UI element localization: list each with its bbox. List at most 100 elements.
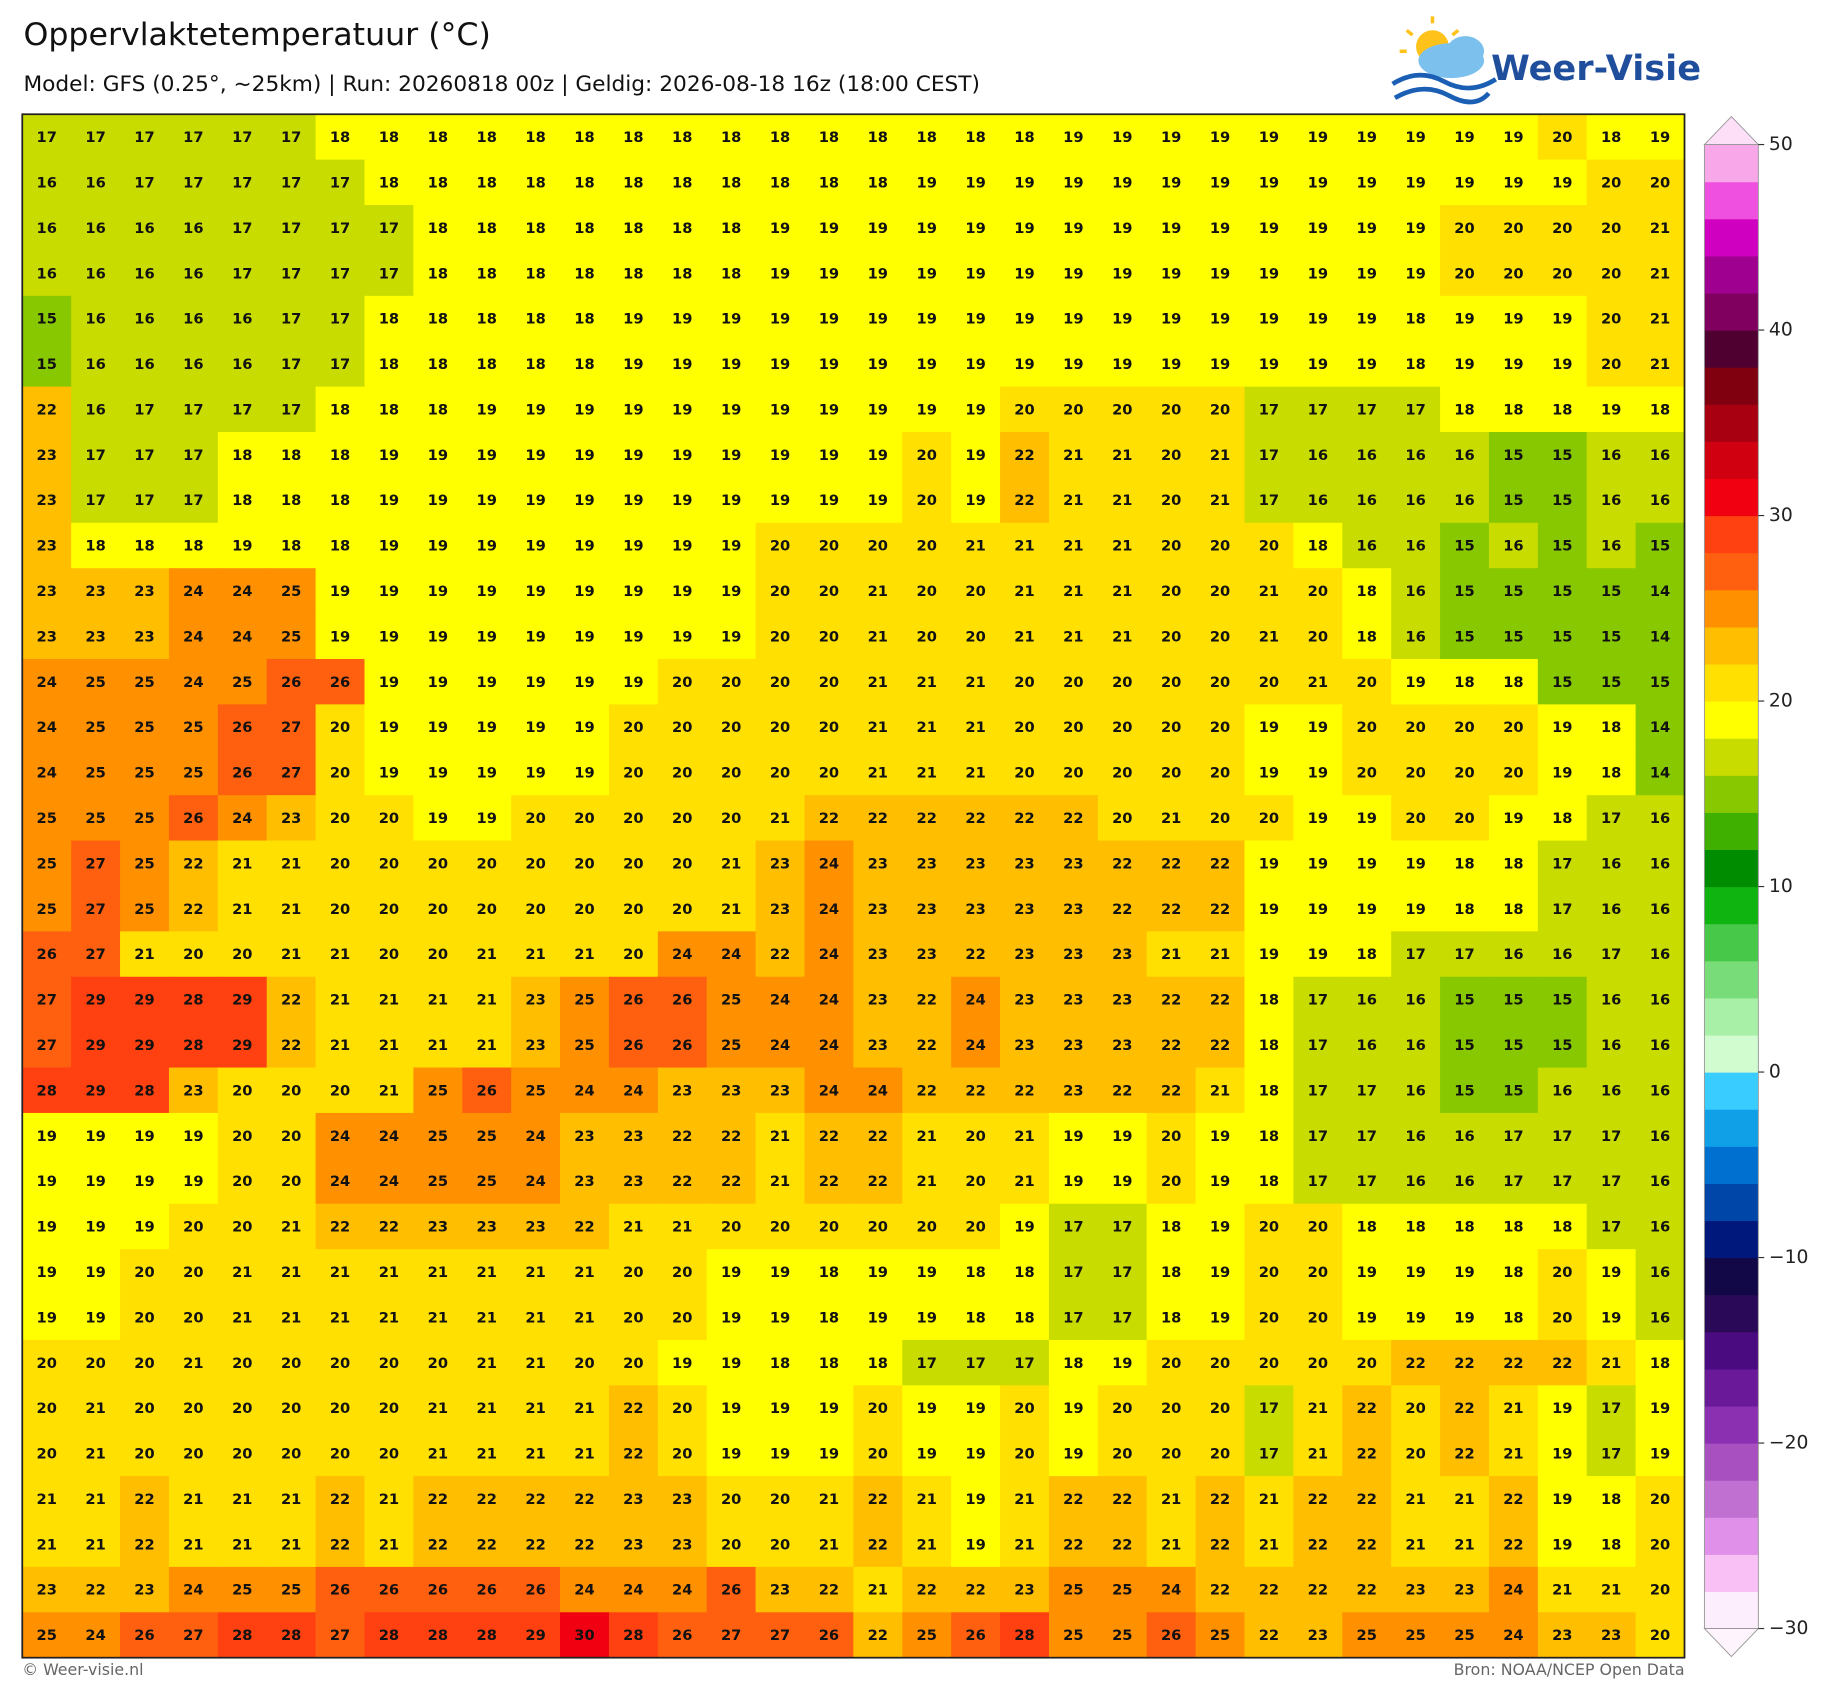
temperature-label: 20 bbox=[965, 583, 985, 600]
temperature-label: 17 bbox=[1308, 1128, 1328, 1145]
temperature-cell bbox=[853, 205, 903, 252]
temperature-cell bbox=[364, 658, 415, 706]
temperature-label: 22 bbox=[1014, 492, 1034, 509]
temperature-cell bbox=[1586, 295, 1637, 342]
temperature-cell bbox=[168, 341, 219, 388]
temperature-label: 22 bbox=[1112, 901, 1132, 918]
temperature-label: 22 bbox=[1454, 1400, 1474, 1417]
temperature-label: 19 bbox=[1454, 311, 1474, 328]
temperature-cell bbox=[1244, 1022, 1295, 1069]
temperature-cell bbox=[560, 1203, 610, 1250]
temperature-cell bbox=[266, 1476, 317, 1523]
temperature-cell bbox=[364, 840, 415, 887]
temperature-label: 22 bbox=[819, 1582, 839, 1599]
temperature-cell bbox=[511, 1612, 561, 1659]
temperature-label: 21 bbox=[525, 1309, 545, 1326]
colorbar-segment bbox=[1704, 552, 1759, 591]
temperature-label: 16 bbox=[1650, 901, 1670, 918]
temperature-label: 20 bbox=[428, 855, 448, 872]
map: 17 17 17 17 17 17 18 18 18 18 18 18 18 18 18 18 18 18 18 18… bbox=[22, 114, 1686, 1659]
temperature-label: 19 bbox=[819, 1446, 839, 1463]
temperature-label: 19 bbox=[770, 1264, 790, 1281]
temperature-cell bbox=[1097, 931, 1148, 978]
temperature-cell bbox=[1146, 931, 1197, 978]
temperature-label: 23 bbox=[1112, 992, 1132, 1009]
temperature-label: 22 bbox=[330, 1491, 350, 1508]
temperature-cell bbox=[902, 1521, 952, 1568]
temperature-cell bbox=[1488, 658, 1539, 706]
temperature-label: 19 bbox=[1063, 1400, 1083, 1417]
temperature-cell bbox=[1537, 159, 1588, 206]
subtitle: Model: GFS (0.25°, ~25km) | Run: 2026081… bbox=[23, 72, 980, 97]
temperature-cell bbox=[511, 114, 561, 161]
temperature-label: 19 bbox=[1454, 1264, 1474, 1281]
temperature-cell bbox=[706, 1203, 757, 1250]
temperature-label: 18 bbox=[428, 311, 448, 328]
temperature-label: 26 bbox=[477, 1082, 497, 1099]
temperature-cell bbox=[1635, 1203, 1686, 1250]
temperature-cell bbox=[217, 1067, 268, 1114]
temperature-label: 20 bbox=[1210, 583, 1230, 600]
temperature-cell bbox=[168, 1022, 219, 1069]
temperature-label: 20 bbox=[672, 1400, 692, 1417]
temperature-label: 17 bbox=[1112, 1219, 1132, 1236]
temperature-cell bbox=[511, 976, 561, 1023]
temperature-label: 21 bbox=[1161, 1491, 1181, 1508]
temperature-label: 24 bbox=[819, 1037, 839, 1054]
temperature-label: 22 bbox=[1405, 1355, 1425, 1372]
temperature-cell bbox=[951, 205, 1001, 252]
temperature-label: 19 bbox=[965, 220, 985, 237]
temperature-cell bbox=[608, 159, 659, 206]
temperature-label: 26 bbox=[37, 946, 57, 963]
temperature-label: 22 bbox=[770, 946, 790, 963]
temperature-label: 23 bbox=[770, 855, 790, 872]
temperature-cell bbox=[560, 477, 610, 524]
temperature-label: 22 bbox=[379, 1219, 399, 1236]
temperature-cell bbox=[168, 159, 219, 206]
temperature-cell bbox=[266, 885, 317, 933]
temperature-cell bbox=[1391, 1249, 1441, 1296]
temperature-cell bbox=[511, 159, 561, 206]
temperature-cell bbox=[1097, 159, 1148, 206]
temperature-label: 20 bbox=[672, 810, 692, 827]
temperature-label: 24 bbox=[183, 628, 203, 645]
temperature-cell bbox=[1293, 341, 1343, 388]
temperature-label: 19 bbox=[1210, 175, 1230, 192]
colorbar-tick-label: −30 bbox=[1769, 1618, 1809, 1639]
temperature-label: 17 bbox=[134, 492, 154, 509]
temperature-label: 25 bbox=[1357, 1627, 1377, 1644]
temperature-label: 15 bbox=[1601, 674, 1621, 691]
temperature-label: 19 bbox=[917, 356, 937, 373]
temperature-cell bbox=[1000, 205, 1050, 252]
temperature-cell bbox=[22, 114, 72, 161]
temperature-label: 18 bbox=[477, 356, 497, 373]
temperature-label: 21 bbox=[232, 901, 252, 918]
temperature-cell bbox=[1195, 341, 1246, 388]
temperature-cell bbox=[853, 1022, 903, 1069]
temperature-cell bbox=[22, 976, 72, 1023]
temperature-cell bbox=[1000, 1566, 1050, 1613]
footer-left: © Weer-visie.nl bbox=[22, 1660, 143, 1679]
temperature-cell bbox=[706, 1022, 757, 1069]
temperature-cell bbox=[608, 1249, 659, 1296]
temperature-label: 20 bbox=[623, 946, 643, 963]
temperature-label: 15 bbox=[1503, 628, 1523, 645]
temperature-label: 19 bbox=[1112, 265, 1132, 282]
temperature-cell bbox=[462, 885, 512, 933]
temperature-cell bbox=[1391, 1067, 1441, 1114]
temperature-cell bbox=[560, 1385, 610, 1432]
temperature-cell bbox=[1293, 568, 1343, 615]
temperature-cell bbox=[1000, 976, 1050, 1023]
temperature-label: 16 bbox=[1552, 946, 1572, 963]
temperature-cell bbox=[804, 250, 855, 297]
temperature-label: 20 bbox=[770, 765, 790, 782]
temperature-cell bbox=[462, 295, 512, 342]
colorbar-segment bbox=[1704, 404, 1759, 442]
temperature-cell bbox=[1635, 1385, 1686, 1432]
temperature-cell bbox=[22, 568, 72, 615]
temperature-label: 20 bbox=[1503, 719, 1523, 736]
temperature-label: 19 bbox=[1210, 1309, 1230, 1326]
temperature-label: 19 bbox=[917, 1264, 937, 1281]
temperature-label: 19 bbox=[672, 356, 692, 373]
temperature-label: 23 bbox=[672, 1536, 692, 1553]
